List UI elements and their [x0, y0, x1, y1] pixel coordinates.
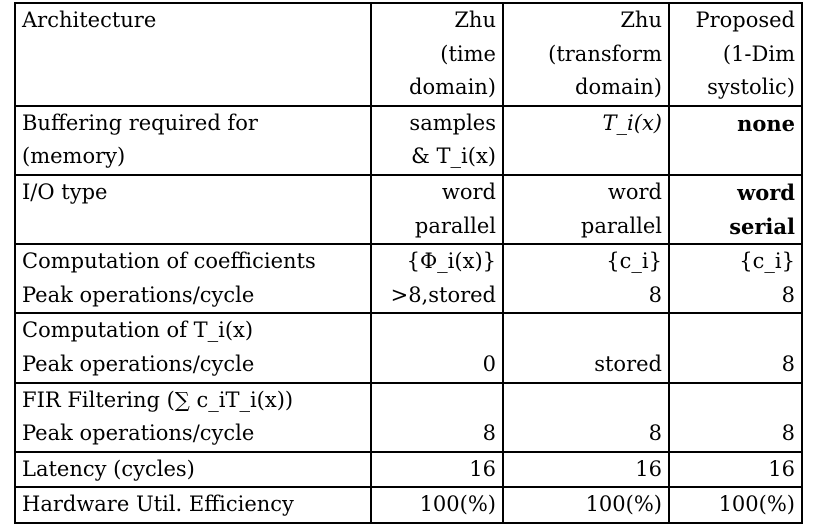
table-cell: 8: [502, 278, 670, 315]
table-row: Peak operations/cycle 0 stored 8: [14, 347, 803, 384]
table-cell: parallel: [502, 209, 670, 246]
table-cell: Hardware Util. Efficiency: [14, 487, 372, 524]
table-cell: [370, 382, 504, 418]
table-cell: 100(%): [370, 487, 504, 524]
table-cell: (transform: [502, 37, 670, 72]
table-cell: [14, 37, 372, 72]
table-row: Computation of T_i(x): [14, 313, 803, 348]
table-row: Peak operations/cycle 8 8 8: [14, 417, 803, 453]
table-cell: parallel: [370, 209, 504, 246]
table-cell: 100(%): [502, 487, 670, 524]
table-cell: word: [370, 174, 504, 210]
table-cell: [502, 313, 670, 348]
table-row: FIR Filtering (∑ c_iT_i(x)): [14, 382, 803, 418]
table-cell: 16: [668, 451, 803, 489]
table-cell: [668, 313, 803, 348]
table-cell: domain): [370, 71, 504, 107]
table-cell: 8: [668, 278, 803, 315]
table-cell: & T_i(x): [370, 140, 504, 176]
table-cell: 8: [668, 417, 803, 453]
table-cell: (1-Dim: [668, 37, 803, 72]
table-cell: Computation of coefficients: [14, 244, 372, 279]
table-cell: [14, 71, 372, 107]
table-cell: 8: [502, 417, 670, 453]
table-cell: 0: [370, 347, 504, 384]
table-cell: word: [668, 174, 803, 210]
table-cell: >8,stored: [370, 278, 504, 315]
table-row: Architecture Zhu Zhu Proposed: [14, 2, 803, 38]
table-row: domain) domain) systolic): [14, 71, 803, 107]
table-cell: {c_i}: [502, 244, 670, 279]
table-cell: (time: [370, 37, 504, 72]
table-cell: [502, 140, 670, 176]
table-cell: [668, 140, 803, 176]
table-cell: samples: [370, 105, 504, 141]
table-cell: Zhu: [502, 2, 670, 38]
table-cell: Peak operations/cycle: [14, 417, 372, 453]
table-row: Computation of coefficients {Φ_i(x)} {c_…: [14, 244, 803, 279]
table-cell: 8: [370, 417, 504, 453]
table-cell: [502, 382, 670, 418]
table-cell: 100(%): [668, 487, 803, 524]
table-cell: domain): [502, 71, 670, 107]
table-cell: stored: [502, 347, 670, 384]
table-cell: Buffering required for: [14, 105, 372, 141]
table-row: Latency (cycles) 16 16 16: [14, 451, 803, 489]
table-cell: 16: [502, 451, 670, 489]
table-row: (time (transform (1-Dim: [14, 37, 803, 72]
table-cell: {Φ_i(x)}: [370, 244, 504, 279]
table-row: Peak operations/cycle >8,stored 8 8: [14, 278, 803, 315]
table-cell: Architecture: [14, 2, 372, 38]
table-cell: systolic): [668, 71, 803, 107]
table-cell: (memory): [14, 140, 372, 176]
table-cell: Peak operations/cycle: [14, 278, 372, 315]
table-cell: none: [668, 105, 803, 141]
table-cell: FIR Filtering (∑ c_iT_i(x)): [14, 382, 372, 418]
table-cell: Proposed: [668, 2, 803, 38]
table-cell: 8: [668, 347, 803, 384]
table-cell: T_i(x): [502, 105, 670, 141]
table-cell: word: [502, 174, 670, 210]
table-cell: [370, 313, 504, 348]
document-page: Architecture Zhu Zhu Proposed (time (tra…: [14, 2, 803, 524]
table-row: Hardware Util. Efficiency 100(%) 100(%) …: [14, 487, 803, 524]
table-cell: Zhu: [370, 2, 504, 38]
table-cell: Computation of T_i(x): [14, 313, 372, 348]
table-row: (memory) & T_i(x): [14, 140, 803, 176]
table-cell: [668, 382, 803, 418]
table-cell: [14, 209, 372, 246]
table-cell: serial: [668, 209, 803, 246]
table-row: Buffering required for samples T_i(x) no…: [14, 105, 803, 141]
table-cell: Latency (cycles): [14, 451, 372, 489]
table-cell: Peak operations/cycle: [14, 347, 372, 384]
table-row: I/O type word word word: [14, 174, 803, 210]
comparison-table: Architecture Zhu Zhu Proposed (time (tra…: [14, 2, 803, 524]
table-cell: I/O type: [14, 174, 372, 210]
table-cell: {c_i}: [668, 244, 803, 279]
table-row: parallel parallel serial: [14, 209, 803, 246]
table-cell: 16: [370, 451, 504, 489]
